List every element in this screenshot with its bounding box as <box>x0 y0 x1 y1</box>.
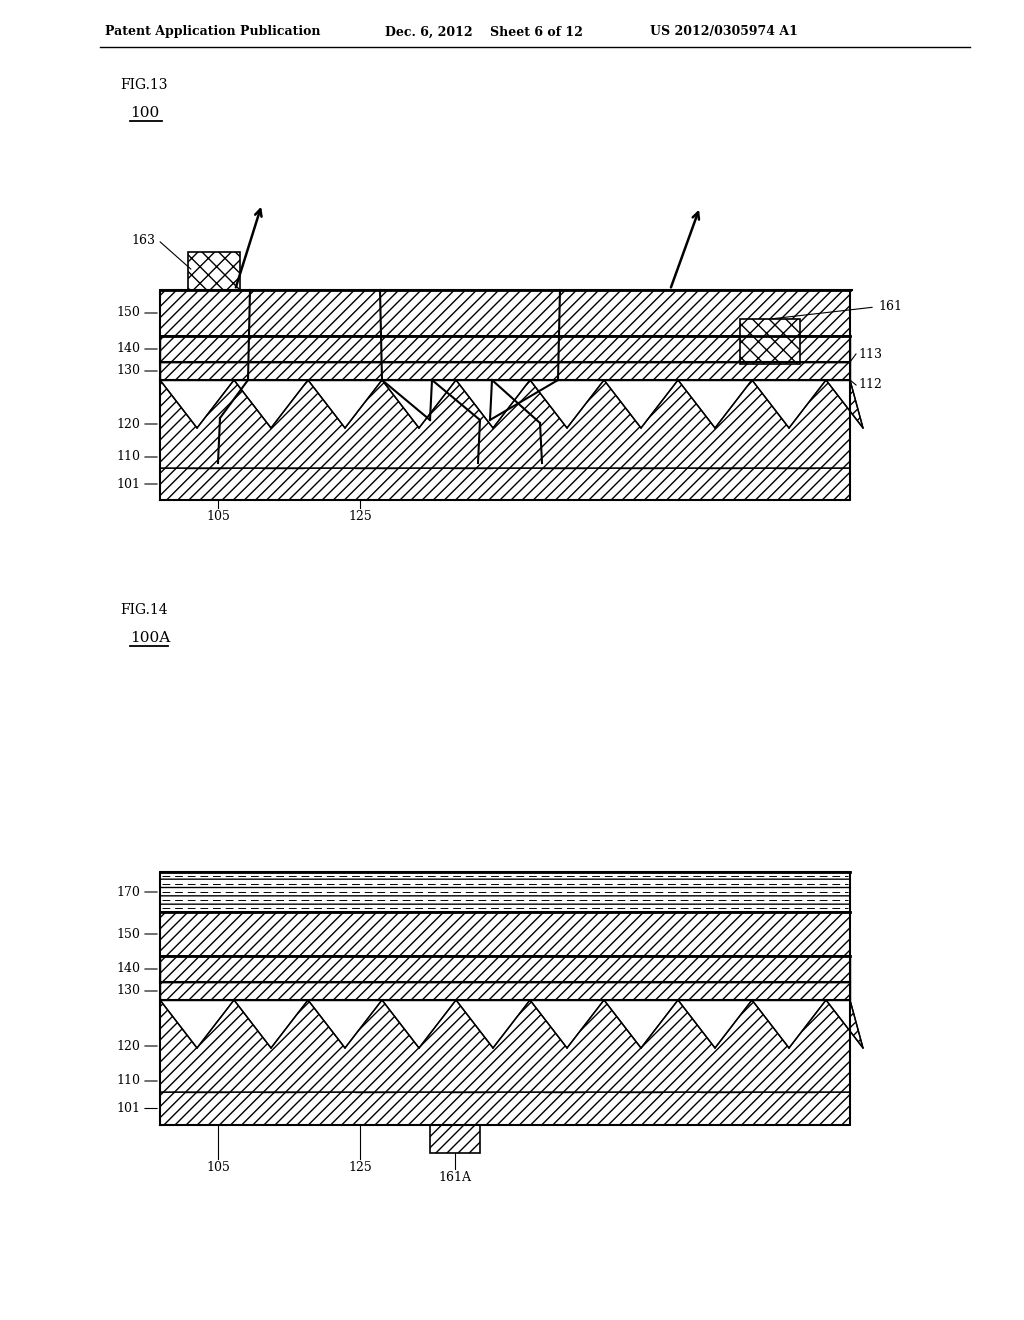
Polygon shape <box>160 380 863 469</box>
Bar <box>543 1071 585 1092</box>
Text: 112: 112 <box>858 379 882 392</box>
Bar <box>185 1071 227 1092</box>
Bar <box>262 1071 304 1092</box>
Text: 120: 120 <box>116 417 140 430</box>
Text: 100A: 100A <box>130 631 170 645</box>
Bar <box>160 873 850 912</box>
Bar <box>188 252 240 290</box>
Bar <box>620 446 662 469</box>
Bar <box>160 1092 850 1125</box>
Text: FIG.13: FIG.13 <box>120 78 168 92</box>
Text: 101: 101 <box>116 1102 140 1115</box>
Text: 150: 150 <box>116 928 140 940</box>
Bar <box>262 446 304 469</box>
Text: 100: 100 <box>130 106 160 120</box>
Bar <box>185 446 227 469</box>
Bar <box>160 337 850 362</box>
Bar <box>160 362 850 380</box>
Bar <box>160 469 850 500</box>
Bar <box>450 446 492 469</box>
Text: Sheet 6 of 12: Sheet 6 of 12 <box>490 25 583 38</box>
Text: 163: 163 <box>131 234 155 247</box>
Bar <box>700 1071 742 1092</box>
Text: US 2012/0305974 A1: US 2012/0305974 A1 <box>650 25 798 38</box>
Text: 161: 161 <box>878 301 902 314</box>
Text: Dec. 6, 2012: Dec. 6, 2012 <box>385 25 473 38</box>
Text: 113: 113 <box>858 347 882 360</box>
Text: 110: 110 <box>116 450 140 463</box>
Bar <box>355 446 397 469</box>
Text: 125: 125 <box>348 1162 372 1173</box>
Bar <box>160 912 850 956</box>
Text: 105: 105 <box>206 510 230 523</box>
Text: 140: 140 <box>116 962 140 975</box>
Text: 170: 170 <box>116 886 140 899</box>
Text: 105: 105 <box>206 1162 230 1173</box>
Text: FIG.14: FIG.14 <box>120 603 168 616</box>
Bar <box>160 956 850 982</box>
Bar <box>740 319 800 364</box>
Bar <box>773 446 815 469</box>
Text: 130: 130 <box>116 364 140 378</box>
Text: 150: 150 <box>116 306 140 319</box>
Bar <box>430 1125 480 1152</box>
Bar <box>620 1071 662 1092</box>
Text: 125: 125 <box>348 510 372 523</box>
Text: 140: 140 <box>116 342 140 355</box>
Text: 130: 130 <box>116 985 140 998</box>
Bar <box>773 1071 815 1092</box>
Text: Patent Application Publication: Patent Application Publication <box>105 25 321 38</box>
Bar <box>355 1071 397 1092</box>
Text: 120: 120 <box>116 1040 140 1052</box>
Bar <box>543 446 585 469</box>
Text: 101: 101 <box>116 478 140 491</box>
Text: 161A: 161A <box>438 1171 471 1184</box>
Bar <box>450 1071 492 1092</box>
Bar <box>700 446 742 469</box>
Text: 110: 110 <box>116 1074 140 1088</box>
Bar <box>160 290 850 337</box>
Polygon shape <box>160 1001 863 1092</box>
Bar <box>160 982 850 1001</box>
